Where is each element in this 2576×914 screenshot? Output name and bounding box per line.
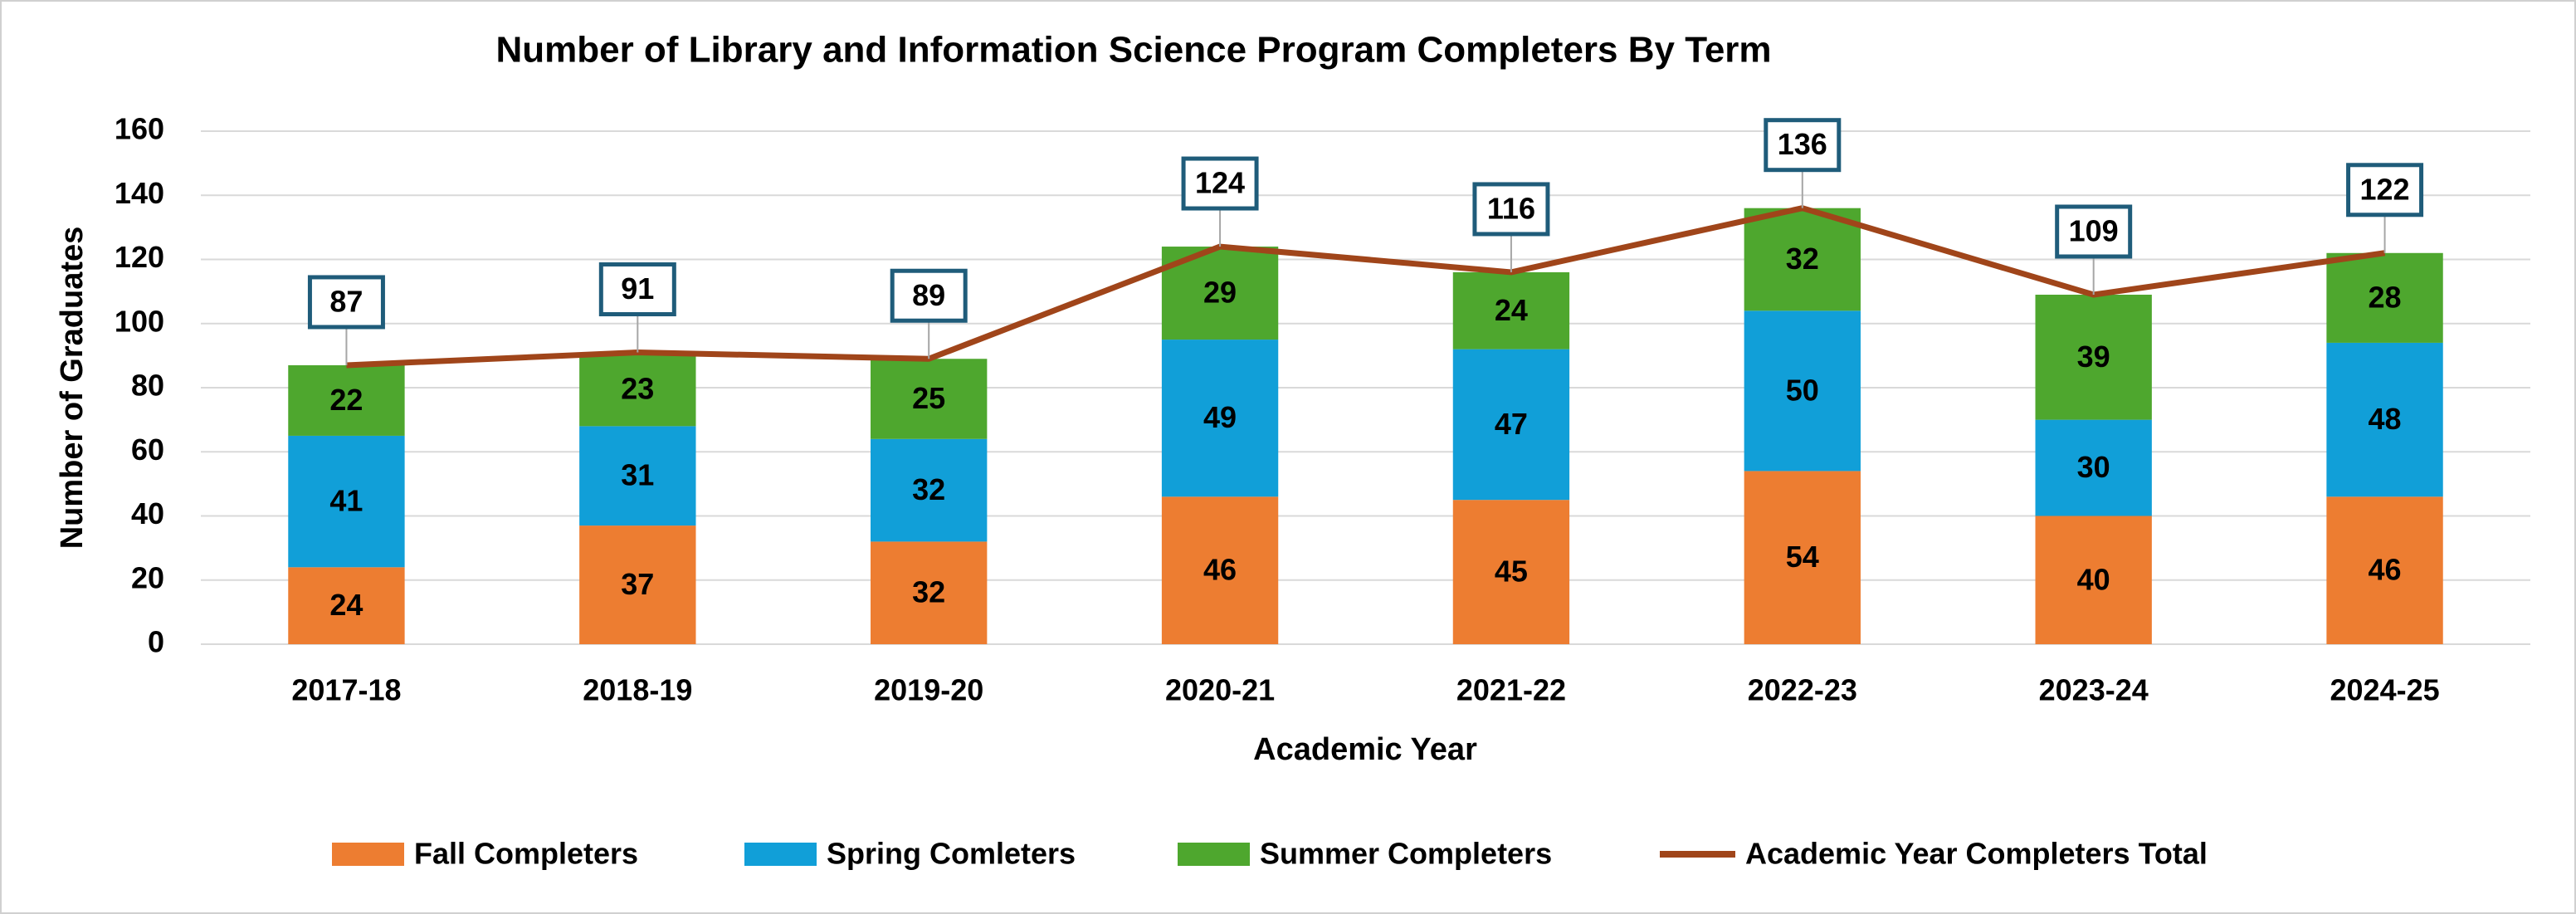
y-tick-label: 40 <box>131 496 164 530</box>
label-box <box>890 268 968 323</box>
label-box <box>2346 163 2424 218</box>
data-label: 46 <box>2369 553 2402 587</box>
y-tick-label: 100 <box>115 304 164 338</box>
y-axis-label: Number of Graduates <box>55 227 90 550</box>
data-label: 31 <box>621 458 654 492</box>
data-label: 48 <box>2369 402 2402 436</box>
total-label: 109 <box>2069 214 2119 248</box>
label-box <box>1472 182 1550 237</box>
y-tick-label: 0 <box>148 625 164 659</box>
total-label: 124 <box>1195 166 1245 200</box>
data-label: 45 <box>1495 555 1528 589</box>
legend-label: Summer Completers <box>1260 837 1552 871</box>
bar-segment <box>1452 349 1570 501</box>
bar-segment <box>1744 310 1861 472</box>
bar-segment <box>579 525 696 644</box>
data-label: 28 <box>2369 280 2402 314</box>
data-label: 24 <box>1495 293 1528 327</box>
legend-swatch <box>332 843 404 866</box>
bar-segment <box>1452 271 1570 349</box>
legend-label: Spring Comleters <box>827 837 1076 871</box>
bar-segment <box>871 359 988 439</box>
y-tick-label: 60 <box>131 433 164 467</box>
bar-segment <box>2326 496 2443 644</box>
data-label: 46 <box>1203 553 1237 587</box>
legend-swatch <box>744 843 817 866</box>
bar-segment <box>1161 340 1279 497</box>
bar-segment <box>1161 496 1279 644</box>
bar-segment <box>2035 294 2152 420</box>
x-tick-label: 2022-23 <box>1748 673 1857 707</box>
x-tick-label: 2024-25 <box>2330 673 2440 707</box>
y-tick-label: 160 <box>115 112 164 146</box>
bar-segment <box>2326 252 2443 343</box>
y-tick-label: 20 <box>131 560 164 594</box>
x-tick-label: 2021-22 <box>1456 673 1566 707</box>
x-tick-label: 2019-20 <box>874 673 983 707</box>
x-axis-label: Academic Year <box>1253 732 1477 767</box>
total-label: 116 <box>1487 191 1535 225</box>
y-tick-label: 140 <box>115 176 164 210</box>
data-label: 37 <box>621 567 654 601</box>
bar-segment <box>579 426 696 526</box>
bar-segment <box>2035 516 2152 644</box>
legend-label: Fall Completers <box>414 837 638 871</box>
label-box <box>2055 204 2133 259</box>
bar-segment <box>288 435 405 568</box>
label-box <box>598 262 676 317</box>
y-tick-label: 120 <box>115 240 164 274</box>
bar-segment <box>871 438 988 542</box>
data-label: 47 <box>1495 407 1528 441</box>
chart-title: Number of Library and Information Scienc… <box>495 30 1771 71</box>
bar-segment <box>288 364 405 436</box>
total-label: 122 <box>2360 172 2410 206</box>
data-label: 32 <box>912 575 945 609</box>
legend-swatch <box>1178 843 1250 866</box>
total-label: 87 <box>329 284 363 318</box>
data-label: 25 <box>912 381 945 415</box>
data-label: 40 <box>2077 562 2110 596</box>
total-label: 89 <box>912 278 945 312</box>
data-label: 49 <box>1203 400 1237 434</box>
bar-segment <box>2326 342 2443 497</box>
bar-segment <box>1744 208 1861 311</box>
bar-segment <box>288 567 405 644</box>
total-line <box>346 205 2386 369</box>
x-tick-label: 2020-21 <box>1165 673 1275 707</box>
data-label: 32 <box>912 472 945 506</box>
x-tick-label: 2017-18 <box>291 673 401 707</box>
data-label: 30 <box>2077 450 2110 484</box>
data-label: 23 <box>621 371 654 405</box>
label-box <box>1181 156 1259 211</box>
bar-segment <box>871 541 988 644</box>
label-box <box>1764 118 1842 173</box>
label-box <box>307 275 385 330</box>
data-label: 41 <box>329 484 363 518</box>
data-label: 22 <box>329 383 363 417</box>
y-tick-label: 80 <box>131 369 164 403</box>
data-label: 39 <box>2077 340 2110 374</box>
bar-segment <box>1744 471 1861 644</box>
data-label: 24 <box>329 588 363 622</box>
total-label: 91 <box>621 271 654 305</box>
data-label: 32 <box>1786 242 1819 276</box>
legend-label: Academic Year Completers Total <box>1745 837 2208 871</box>
bar-segment <box>2035 419 2152 516</box>
x-tick-label: 2018-19 <box>583 673 692 707</box>
data-label: 50 <box>1786 373 1819 407</box>
total-label: 136 <box>1778 127 1827 161</box>
x-tick-label: 2023-24 <box>2039 673 2149 707</box>
data-label: 54 <box>1786 540 1819 574</box>
bar-segment <box>1452 500 1570 644</box>
data-label: 29 <box>1203 276 1237 310</box>
bar-segment <box>579 352 696 427</box>
